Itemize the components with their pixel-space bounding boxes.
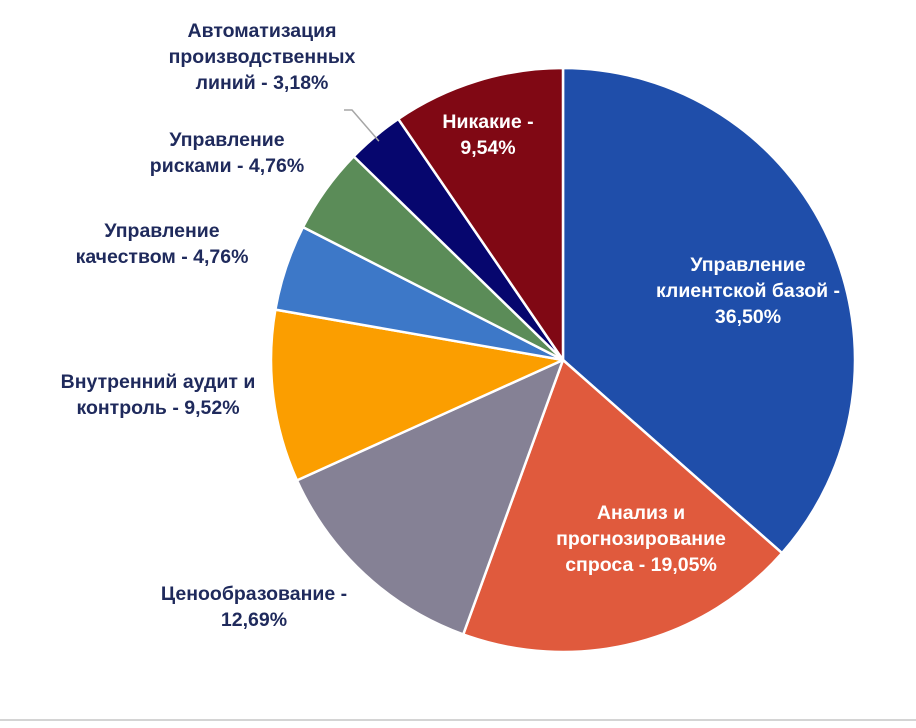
slice-label-2: Анализ и прогнозирование спроса - 19,05% xyxy=(556,502,726,576)
slice-label-line: 9,54% xyxy=(460,137,515,159)
bottom-divider xyxy=(0,719,916,721)
slice-label-1: Управление клиентской базой - 36,50% xyxy=(656,254,840,328)
slice-label-5: Управление качеством - 4,76% xyxy=(76,220,249,268)
slice-label-line: 12,69% xyxy=(221,609,287,631)
pie-slice-4 xyxy=(269,308,565,482)
slice-label-line: 36,50% xyxy=(715,306,781,328)
slice-label-line: прогнозирование xyxy=(556,528,726,550)
slice-label-line: контроль - 9,52% xyxy=(76,397,239,419)
slice-label-line: линий - 3,18% xyxy=(196,72,329,94)
slice-label-8: Никакие - 9,54% xyxy=(442,111,533,159)
slice-label-line: Анализ и xyxy=(597,502,685,524)
slice-label-line: клиентской базой - xyxy=(656,280,840,302)
slice-label-line: Автоматизация xyxy=(188,20,337,42)
pie-slice-2 xyxy=(461,358,784,654)
slice-label-3: Ценообразование - 12,69% xyxy=(161,583,347,631)
slice-label-line: Никакие - xyxy=(442,111,533,133)
slice-label-line: спроса - 19,05% xyxy=(565,554,717,576)
pie-slices xyxy=(269,66,857,654)
slice-label-line: Управление xyxy=(169,129,284,151)
slice-label-line: Внутренний аудит и xyxy=(61,371,256,393)
slice-label-line: Управление xyxy=(104,220,219,242)
slice-label-line: качеством - 4,76% xyxy=(76,246,249,268)
leader-lines xyxy=(344,109,380,142)
pie-slice-3 xyxy=(295,358,565,636)
slice-labels: Управление клиентской базой - 36,50% Анализ… xyxy=(61,20,840,631)
pie-slice-1 xyxy=(561,66,857,555)
slice-label-line: Управление xyxy=(690,254,805,276)
slice-label-7: Автоматизация производственных линий - 3,1… xyxy=(169,20,356,94)
pie-slice-8 xyxy=(397,66,565,362)
leader-line-7 xyxy=(344,109,380,142)
slice-label-line: производственных xyxy=(169,46,356,68)
slice-label-line: рисками - 4,76% xyxy=(150,155,304,177)
slice-label-4: Внутренний аудит и контроль - 9,52% xyxy=(61,371,256,419)
slice-label-line: Ценообразование - xyxy=(161,583,347,605)
slice-label-6: Управление рисками - 4,76% xyxy=(150,129,304,177)
